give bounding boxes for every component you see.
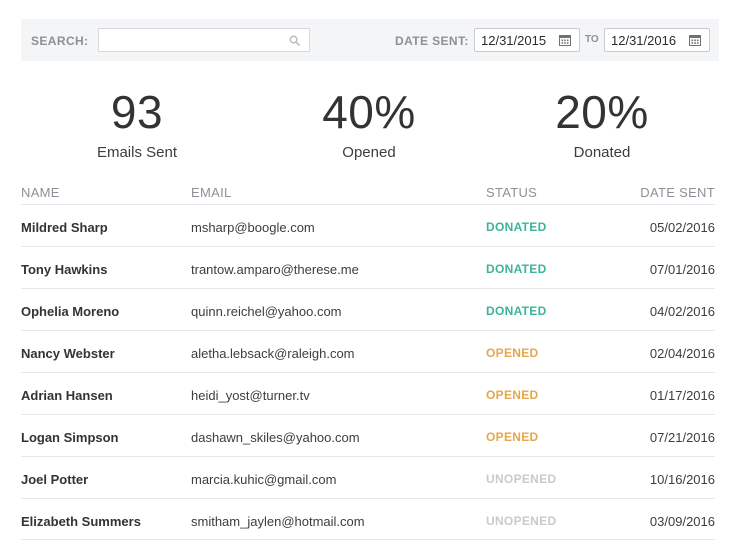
status-badge: UNOPENED [486, 514, 557, 528]
status-badge: OPENED [486, 430, 539, 444]
recipient-name: Nancy Webster [21, 346, 115, 361]
calendar-icon[interactable] [689, 34, 701, 46]
stat-donated: 20% Donated [487, 84, 717, 161]
date-from-value: 12/31/2015 [481, 33, 547, 48]
recipient-email: heidi_yost@turner.tv [191, 388, 310, 403]
column-header-name[interactable]: NAME [21, 185, 60, 200]
search-label: SEARCH: [31, 34, 89, 48]
table-row[interactable]: Elizabeth Summers smitham_jaylen@hotmail.… [21, 498, 715, 540]
status-badge: OPENED [486, 388, 539, 402]
search-input[interactable] [99, 29, 279, 51]
stat-label: Donated [573, 144, 631, 161]
date-sent: 07/21/2016 [649, 430, 715, 445]
stat-label: Emails Sent [96, 144, 178, 161]
date-to-value: 12/31/2016 [611, 33, 677, 48]
table-row[interactable]: Joel Potter marcia.kuhic@gmail.com UNOPENE… [21, 456, 715, 498]
date-from-field[interactable]: 12/31/2015 [474, 28, 580, 52]
date-sent: 02/04/2016 [649, 346, 715, 361]
date-to-field[interactable]: 12/31/2016 [604, 28, 710, 52]
recipient-name: Logan Simpson [21, 430, 119, 445]
filter-bar: SEARCH: DATE SENT: 12/31/2015 TO 12/31/2… [21, 19, 719, 61]
stat-emails-sent: 93 Emails Sent [22, 84, 252, 161]
stat-value: 93 [110, 86, 164, 138]
search-icon[interactable] [289, 35, 300, 46]
table-row[interactable]: Adrian Hansen heidi_yost@turner.tv OPENED 0… [21, 372, 715, 414]
date-sent: 05/02/2016 [649, 220, 715, 235]
table-row[interactable]: Mildred Sharp msharp@boogle.com DONATED 05/… [21, 204, 715, 246]
stat-value: 20% [555, 86, 649, 138]
date-sent: 03/09/2016 [649, 514, 715, 529]
recipient-email: dashawn_skiles@yahoo.com [191, 430, 360, 445]
table-row[interactable]: Tony Hawkins trantow.amparo@therese.me DON… [21, 246, 715, 288]
search-field[interactable] [98, 28, 310, 52]
calendar-icon[interactable] [559, 34, 571, 46]
recipient-email: aletha.lebsack@raleigh.com [191, 346, 355, 361]
column-header-date-sent[interactable]: DATE SENT [640, 185, 715, 200]
date-sent-label: DATE SENT: [395, 34, 469, 48]
status-badge: DONATED [486, 220, 547, 234]
date-sent: 07/01/2016 [649, 262, 715, 277]
recipient-name: Adrian Hansen [21, 388, 113, 403]
column-header-email[interactable]: EMAIL [191, 185, 232, 200]
table-row[interactable]: Nancy Webster aletha.lebsack@raleigh.com O… [21, 330, 715, 372]
recipient-name: Mildred Sharp [21, 220, 108, 235]
status-badge: DONATED [486, 262, 547, 276]
recipient-name: Tony Hawkins [21, 262, 108, 277]
stat-opened: 40% Opened [254, 84, 484, 161]
column-header-status[interactable]: STATUS [486, 185, 538, 200]
stat-value: 40% [322, 86, 416, 138]
status-badge: OPENED [486, 346, 539, 360]
recipient-name: Elizabeth Summers [21, 514, 141, 529]
stat-label: Opened [342, 144, 396, 161]
recipient-name: Ophelia Moreno [21, 304, 120, 319]
recipient-email: smitham_jaylen@hotmail.com [191, 514, 365, 529]
date-sent: 01/17/2016 [649, 388, 715, 403]
to-label: TO [585, 34, 599, 45]
status-badge: DONATED [486, 304, 547, 318]
date-sent: 10/16/2016 [649, 472, 715, 487]
recipient-name: Joel Potter [21, 472, 89, 487]
date-sent: 04/02/2016 [649, 304, 715, 319]
recipients-table: Mildred Sharp msharp@boogle.com DONATED 05/… [21, 204, 715, 540]
recipient-email: msharp@boogle.com [191, 220, 315, 235]
recipient-email: trantow.amparo@therese.me [191, 262, 359, 277]
recipient-email: marcia.kuhic@gmail.com [191, 472, 337, 487]
table-row[interactable]: Logan Simpson dashawn_skiles@yahoo.com OPE… [21, 414, 715, 456]
status-badge: UNOPENED [486, 472, 557, 486]
recipient-email: quinn.reichel@yahoo.com [191, 304, 342, 319]
table-row[interactable]: Ophelia Moreno quinn.reichel@yahoo.com DON… [21, 288, 715, 330]
